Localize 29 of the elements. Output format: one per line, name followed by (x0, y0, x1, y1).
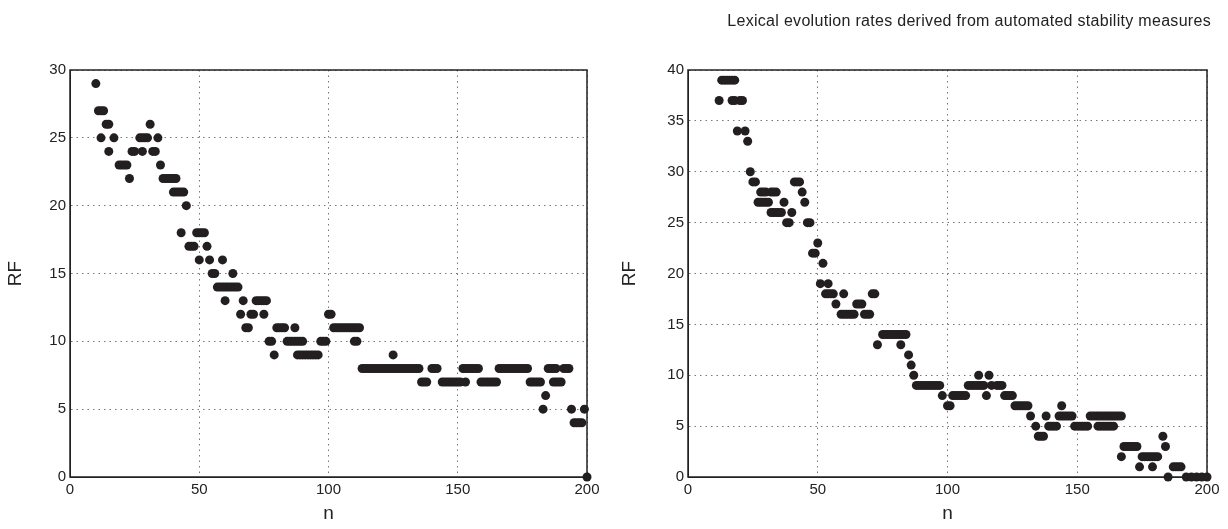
y-tick-label: 15 (667, 314, 684, 332)
y-tick-label: 30 (49, 60, 66, 78)
x-tick-label: 200 (574, 480, 600, 498)
x-tick-label: 150 (445, 480, 471, 498)
y-tick-label: 20 (667, 263, 684, 281)
y-tick-label: 10 (667, 365, 684, 383)
y-tick-label: 35 (667, 111, 684, 129)
y-tick-label: 40 (667, 60, 684, 78)
x-tick-label: 100 (315, 480, 342, 498)
y-tick-label: 20 (49, 195, 66, 213)
y-tick-label: 5 (675, 416, 684, 434)
x-tick-label: 150 (1064, 480, 1090, 498)
x-tick-label: 100 (934, 480, 961, 498)
y-tick-label: 25 (49, 127, 66, 145)
y-tick-label: 0 (57, 467, 66, 485)
x-axis-title: n (942, 501, 953, 523)
y-tick-label: 25 (667, 212, 684, 230)
y-axis-title: RF (617, 260, 639, 287)
y-tick-label: 30 (667, 161, 684, 179)
y-tick-label: 15 (49, 263, 66, 281)
chart-title: Lexical evolution rates derived from automated stability measures (727, 12, 1211, 30)
y-tick-label: 5 (57, 399, 66, 417)
x-axis-title: n (323, 501, 334, 523)
x-tick-label: 200 (1194, 480, 1220, 498)
y-tick-label: 10 (49, 331, 66, 349)
y-tick-label: 0 (675, 467, 684, 485)
y-axis-title: RF (3, 260, 25, 287)
x-tick-label: 50 (190, 480, 208, 498)
x-tick-label: 50 (809, 480, 827, 498)
